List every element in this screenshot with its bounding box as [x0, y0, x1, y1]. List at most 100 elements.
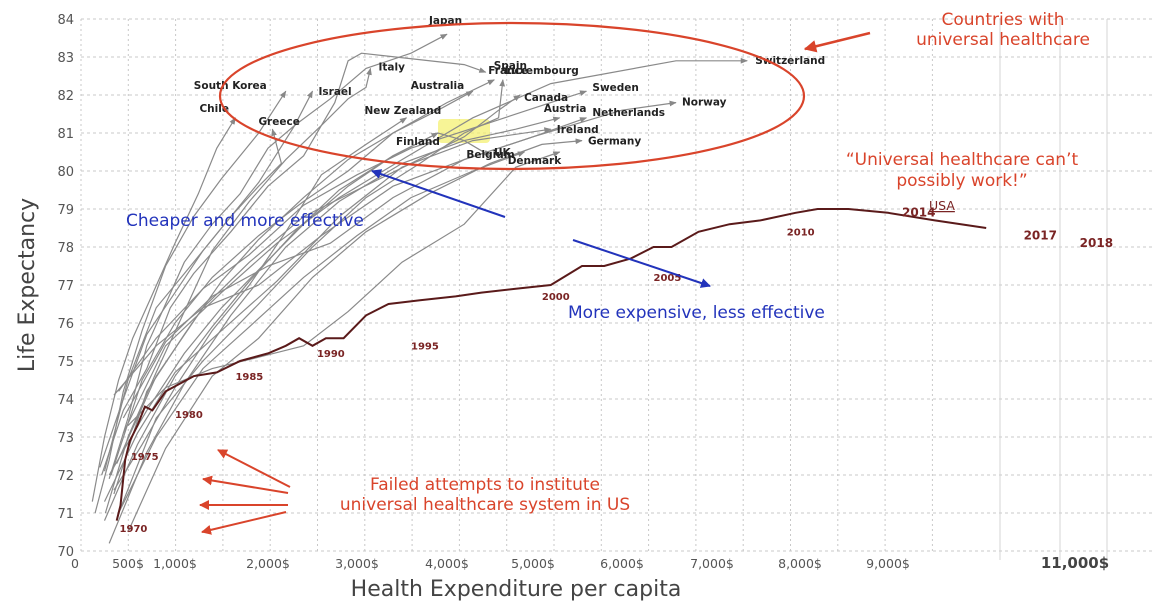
y-tick-label: 77	[57, 279, 74, 294]
x-axis-ticks: 0 500$ 1,000$ 2,000$ 3,000$ 4,000$ 5,000$ 6,000…	[71, 554, 1109, 572]
country-label: Italy	[379, 61, 406, 73]
country-line-sweden	[118, 90, 588, 392]
x-tick-label: 1,000$	[153, 556, 197, 571]
country-line-norway	[113, 100, 677, 396]
cheaper-label: Cheaper and more effective	[126, 211, 364, 231]
year-label: 1985	[235, 372, 263, 383]
country-label: Sweden	[592, 82, 639, 94]
y-tick-label: 75	[57, 355, 74, 370]
expensive-label: More expensive, less effective	[568, 303, 825, 323]
country-line-germany	[127, 138, 583, 533]
y-tick-label: 71	[57, 507, 74, 522]
year-label: 1990	[317, 349, 345, 360]
x-tick-label: 0	[71, 556, 79, 571]
country-line-japan	[108, 33, 448, 479]
x-tick-label: 2,000$	[246, 556, 290, 571]
ellipse-title-line-1: Countries with	[942, 10, 1065, 30]
x-tick-label: 9,000$	[866, 556, 910, 571]
country-lines	[91, 33, 748, 544]
failed-attempt-arrow-1	[217, 449, 291, 488]
y-tick-label: 81	[57, 127, 74, 142]
country-label: South Korea	[194, 80, 267, 92]
usa-trend-line	[115, 208, 987, 521]
y-tick-label: 73	[57, 431, 74, 446]
cheaper-arrow	[371, 169, 506, 218]
country-line-austria	[108, 116, 561, 544]
year-label: 1970	[120, 524, 148, 535]
y-tick-label: 79	[57, 203, 74, 218]
failed-attempt-arrow-2	[202, 475, 289, 494]
grid	[80, 18, 1152, 560]
y-tick-label: 82	[57, 89, 74, 104]
country-label: Netherlands	[592, 107, 665, 119]
country-label: France	[488, 65, 528, 77]
country-line-denmark	[127, 151, 561, 427]
ellipse-pointer-arrow	[803, 31, 871, 53]
usa-year-labels: 1970 1975 1980 1985 1990 1995 2000 2005 2010 2014…	[120, 206, 1114, 535]
country-label: Germany	[588, 136, 641, 148]
country-label: Denmark	[508, 155, 563, 167]
usa-line	[115, 208, 987, 521]
x-tick-label: 7,000$	[690, 556, 734, 571]
country-label: Belgium	[466, 149, 514, 161]
year-label: 1995	[411, 342, 439, 353]
x-tick-label: 3,000$	[335, 556, 379, 571]
y-tick-label: 83	[57, 51, 74, 66]
country-line-netherlands	[122, 117, 588, 419]
year-label: 2018	[1080, 236, 1113, 250]
y-tick-label: 74	[57, 393, 74, 408]
country-label: Australia	[411, 80, 464, 92]
country-line-new-zealand	[113, 117, 408, 491]
country-label: New Zealand	[365, 105, 442, 117]
year-label: 2010	[787, 228, 815, 239]
x-tick-label: 500$	[112, 556, 144, 571]
y-tick-label: 70	[57, 545, 74, 560]
y-tick-label: 78	[57, 241, 74, 256]
year-label: 2014	[902, 206, 935, 220]
x-tick-label: 11,000$	[1041, 554, 1109, 572]
country-label: Greece	[258, 116, 299, 128]
country-line-france	[110, 79, 495, 476]
country-line-greece	[99, 128, 283, 468]
year-label: 1980	[175, 410, 203, 421]
failed-attempt-arrow-4	[201, 511, 287, 535]
country-label: Finland	[396, 136, 440, 148]
country-label: Ireland	[557, 124, 599, 136]
y-tick-label: 80	[57, 165, 74, 180]
x-tick-label: 4,000$	[425, 556, 469, 571]
year-label: 2000	[542, 292, 570, 303]
country-line-belgium	[118, 151, 526, 514]
country-label: Canada	[524, 92, 568, 104]
universal-healthcare-ellipse	[218, 21, 806, 171]
failed-attempts-line-1: Failed attempts to institute	[370, 475, 600, 495]
year-label: 2017	[1024, 228, 1057, 242]
country-line-switzerland	[122, 57, 748, 434]
x-tick-label: 6,000$	[600, 556, 644, 571]
failed-attempts-line-2: universal healthcare system in US	[340, 495, 630, 515]
year-label: 1975	[131, 452, 159, 463]
y-tick-label: 76	[57, 317, 74, 332]
x-axis-label: Health Expenditure per capita	[351, 577, 682, 602]
country-line-uk	[108, 132, 491, 476]
quote-line-2: possibly work!”	[896, 171, 1027, 191]
usa-label: USA	[929, 198, 955, 213]
country-line-canada	[116, 94, 521, 464]
y-axis-label: Life Expectancy	[15, 198, 40, 372]
x-tick-label: 8,000$	[778, 556, 822, 571]
country-label: Israel	[319, 86, 352, 98]
expensive-arrow	[572, 239, 711, 288]
country-label: Luxembourg	[505, 65, 579, 77]
country-line-spain	[101, 52, 487, 476]
y-tick-label: 84	[57, 13, 74, 28]
country-line-finland	[103, 132, 439, 521]
y-tick-label: 72	[57, 469, 74, 484]
country-label: UK	[494, 147, 512, 159]
country-line-ireland	[103, 127, 552, 502]
ellipse-title-line-2: universal healthcare	[916, 30, 1090, 50]
country-line-chile	[91, 117, 236, 502]
country-label: Spain	[494, 60, 527, 72]
country-label: Norway	[682, 97, 727, 109]
quote-line-1: “Universal healthcare can’t	[846, 150, 1079, 170]
